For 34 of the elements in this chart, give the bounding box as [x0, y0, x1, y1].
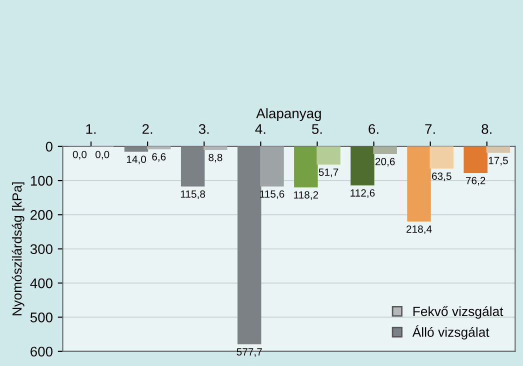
- data-label: 218,4: [406, 225, 432, 234]
- x-tick-label: 4.: [255, 124, 266, 134]
- x-tick-label: 5.: [312, 124, 322, 134]
- legend-label: Álló vizsgálat: [412, 325, 490, 340]
- y-tick-label: 300: [30, 244, 52, 254]
- y-tick-label: 100: [30, 176, 52, 186]
- y-tick-label: 0: [46, 142, 52, 152]
- data-label: 118,2: [294, 191, 318, 200]
- data-label: 6,6: [152, 153, 166, 162]
- y-tick-label: 500: [30, 312, 52, 322]
- data-label: 14,0: [126, 156, 146, 164]
- data-label: 115,6: [260, 190, 284, 199]
- data-label: 51,7: [318, 168, 338, 178]
- x-axis-title: Alapanyag: [256, 108, 321, 122]
- data-label: 20,6: [375, 158, 395, 166]
- x-tick-label: 3.: [198, 124, 209, 134]
- data-label: 0,0: [96, 150, 110, 160]
- data-label: 76,2: [466, 176, 486, 186]
- y-axis-title: Nyomószilárdság [kPa]: [12, 182, 24, 316]
- data-label: 115,8: [180, 190, 206, 200]
- y-tick-label: 600: [30, 346, 52, 357]
- data-label: 8,8: [208, 154, 222, 162]
- data-label: 17,5: [488, 156, 508, 166]
- x-tick-label: 6.: [368, 124, 378, 134]
- x-tick-label: 8.: [482, 124, 492, 134]
- data-label: 112,6: [350, 189, 375, 198]
- x-tick-label: 1.: [86, 124, 96, 134]
- x-tick-label: 7.: [425, 124, 435, 134]
- x-tick-label: 2.: [142, 124, 152, 134]
- y-tick-label: 400: [30, 278, 52, 288]
- data-label: 0,0: [72, 150, 87, 160]
- legend-label: Fekvő vizsgálat: [413, 306, 504, 319]
- data-label: 63,5: [432, 172, 452, 182]
- y-tick-label: 200: [30, 210, 52, 220]
